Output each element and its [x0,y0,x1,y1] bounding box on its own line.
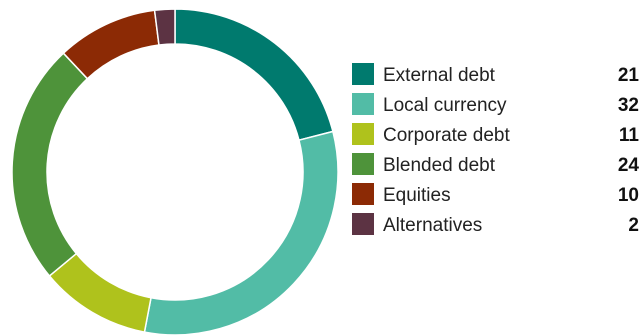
legend-swatch [352,153,374,175]
legend-item-alternatives: Alternatives 2 [352,213,639,236]
legend-value: 32 [618,95,639,116]
legend-item-blended-debt: Blended debt 24 [352,153,639,176]
legend-item-local-currency: Local currency 32 [352,93,639,116]
slice-blended-debt [11,52,89,277]
legend-label: Alternatives [383,215,482,236]
legend-swatch [352,123,374,145]
legend-value: 21 [618,65,640,86]
slice-external-debt [174,8,334,142]
legend-swatch [352,213,374,235]
legend-label: Corporate debt [383,125,510,146]
slice-alternatives [153,8,176,46]
legend-value: 10 [618,185,639,206]
legend-swatch [352,63,374,85]
legend: External debt 21 Local currency 32 Corporate… [352,63,639,236]
legend-value: 2 [628,215,639,236]
legend-value: 24 [618,155,640,176]
legend-item-external-debt: External debt 21 [352,63,639,86]
slice-local-currency [143,130,339,336]
slice-equities [62,9,160,80]
legend-swatch [352,183,374,205]
slice-corporate-debt [48,252,152,333]
legend-label: Local currency [383,95,507,116]
legend-label: External debt [383,65,496,86]
legend-swatch [352,93,374,115]
donut-slices [11,8,339,336]
legend-label: Equities [383,185,451,206]
legend-item-equities: Equities 10 [352,183,639,206]
legend-label: Blended debt [383,155,496,176]
legend-value: 11 [619,125,640,146]
legend-item-corporate-debt: Corporate debt 11 [352,123,639,146]
